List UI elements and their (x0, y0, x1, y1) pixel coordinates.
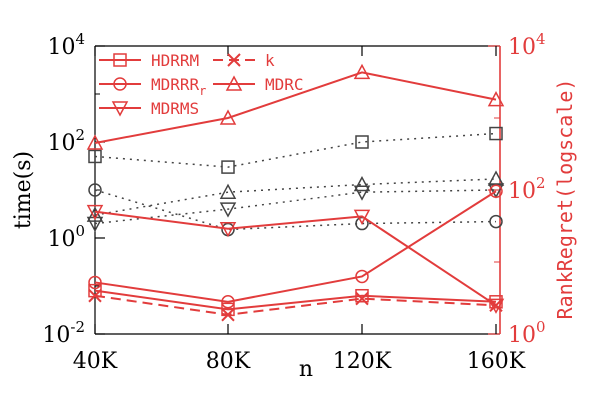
regret-point-mdrms (353, 209, 371, 225)
legend-marker-mdrms (111, 101, 129, 117)
regret-point-mdrc (353, 63, 371, 80)
legend-label-k: k (265, 51, 275, 70)
regret-point-mdrrr (489, 184, 503, 199)
right-tick-label: 104 (508, 30, 546, 60)
regret-point-k (88, 289, 102, 303)
time-line-hdrrm (94, 132, 497, 168)
regret-point-mdrrr (88, 275, 102, 290)
legend: HDRRM k MDRRRr MDRC MDRMS (99, 51, 304, 118)
time-point-mdrc (219, 183, 237, 199)
time-point-mdrrr (489, 214, 503, 229)
chart-axes: 10-2 100 102 104 100 102 104 40K 80K 120K 160K (42, 30, 545, 374)
legend-marker-mdrc (225, 75, 243, 91)
time-point-mdrrr (88, 183, 102, 197)
time-point-mdrc (353, 175, 371, 192)
regret-point-mdrms (86, 204, 104, 221)
legend-label-mdrms: MDRMS (151, 99, 199, 118)
regret-line-mdrrr (94, 190, 497, 303)
regret-line-k (94, 294, 497, 316)
regret-point-mdrms (219, 221, 237, 238)
time-series (86, 126, 505, 237)
legend-label-hdrrm: HDRRM (151, 51, 199, 70)
x-tick-label: 160K (467, 349, 526, 374)
x-tick-label: 120K (333, 349, 392, 374)
left-tick-label: 100 (47, 222, 85, 252)
time-point-hdrrm (355, 135, 369, 149)
time-line-mdrrr (94, 189, 497, 231)
legend-marker-mdrrr (113, 77, 127, 91)
regret-point-k (355, 291, 369, 306)
time-point-hdrrm (489, 126, 503, 141)
x-tick-label: 80K (206, 349, 251, 374)
legend-marker-k (227, 53, 241, 67)
regret-point-mdrrr (355, 269, 369, 284)
regret-point-mdrc (487, 91, 505, 107)
x-tick-label: 40K (73, 349, 118, 374)
regret-point-k (221, 308, 235, 322)
time-point-mdrms (219, 202, 237, 218)
time-point-hdrrm (88, 149, 102, 164)
time-point-mdrc (86, 206, 104, 222)
time-point-mdrms (487, 183, 505, 199)
legend-marker-hdrrm (113, 53, 127, 67)
time-point-hdrrm (221, 160, 235, 174)
time-line-mdrc (94, 178, 497, 216)
legend-label-mdrc: MDRC (265, 75, 304, 94)
y-axis-label-right: RankRegret(logscale) (553, 79, 577, 320)
regret-point-mdrrr (221, 295, 235, 309)
regret-point-mdrc (86, 134, 104, 150)
right-tick-label: 102 (508, 174, 546, 204)
regret-point-mdrms (487, 298, 505, 314)
left-tick-label: 10-2 (42, 318, 85, 348)
x-axis-label: n (299, 357, 313, 382)
regret-series (86, 63, 505, 322)
left-tick-label: 104 (47, 30, 85, 60)
regret-line-mdrc (94, 71, 497, 144)
left-tick-label: 102 (47, 126, 85, 156)
regret-point-mdrc (219, 109, 237, 125)
regret-line-mdrms (94, 210, 497, 307)
time-point-mdrms (353, 185, 371, 201)
regret-line-hdrrm (94, 289, 497, 311)
legend-label-mdrrr: MDRRRr (151, 75, 206, 98)
time-point-mdrc (487, 170, 505, 186)
right-tick-label: 100 (508, 318, 546, 348)
regret-point-hdrrm (355, 288, 369, 303)
y-axis-label-left: time(s) (11, 151, 36, 229)
